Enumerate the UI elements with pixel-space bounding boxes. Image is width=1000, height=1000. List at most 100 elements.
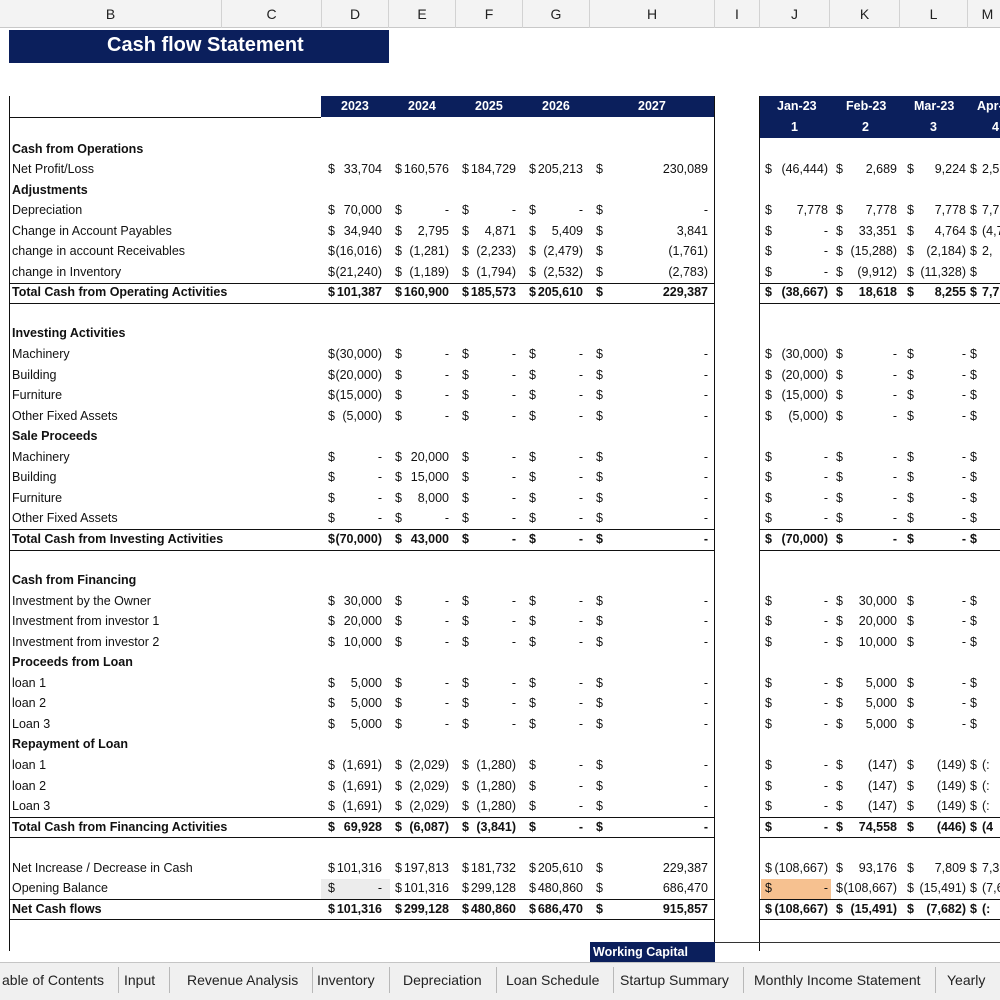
row-label[interactable]: loan 1 bbox=[12, 675, 47, 690]
annual-value-cell[interactable]: - bbox=[511, 511, 516, 526]
monthly-value-cell[interactable]: - bbox=[823, 449, 828, 464]
monthly-value-cell[interactable]: (15,000) bbox=[781, 388, 828, 403]
monthly-value-cell[interactable]: - bbox=[823, 758, 828, 772]
annual-value-2027[interactable]: 3,841 bbox=[676, 223, 708, 238]
monthly-value-cell[interactable]: - bbox=[961, 347, 966, 361]
monthly-value-cell[interactable]: - bbox=[892, 511, 897, 526]
col-header-g[interactable]: G bbox=[523, 0, 590, 28]
monthly-value-cell[interactable]: 4,764 bbox=[934, 223, 966, 238]
row-label[interactable]: Machinery bbox=[12, 449, 70, 464]
annual-value-2027[interactable]: - bbox=[703, 634, 708, 649]
monthly-value-cell[interactable]: - bbox=[961, 367, 966, 382]
monthly-value-cell[interactable]: (108,667) bbox=[774, 860, 828, 875]
annual-value-cell[interactable]: (2,532) bbox=[543, 264, 583, 279]
annual-value-cell[interactable]: - bbox=[511, 367, 516, 382]
monthly-value-cell[interactable]: - bbox=[823, 244, 828, 259]
monthly-value-cell[interactable]: (70,000) bbox=[781, 531, 828, 546]
annual-value-2027[interactable]: - bbox=[703, 778, 708, 793]
annual-value-2027[interactable]: - bbox=[703, 511, 708, 526]
row-label[interactable]: Total Cash from Financing Activities bbox=[12, 819, 228, 834]
monthly-value-cell[interactable]: - bbox=[892, 388, 897, 403]
row-label[interactable]: Total Cash from Investing Activities bbox=[12, 531, 224, 546]
row-label[interactable]: Other Fixed Assets bbox=[12, 511, 118, 526]
annual-value-cell[interactable]: 185,573 bbox=[470, 285, 516, 300]
monthly-value-cell[interactable]: - bbox=[961, 634, 966, 649]
annual-value-cell[interactable]: 43,000 bbox=[410, 531, 449, 546]
row-label[interactable]: Depreciation bbox=[12, 203, 83, 218]
annual-value-cell[interactable]: - bbox=[444, 347, 449, 361]
annual-value-2027[interactable]: 229,387 bbox=[662, 285, 708, 300]
annual-value-cell[interactable]: - bbox=[511, 388, 516, 403]
annual-value-cell[interactable]: (70,000) bbox=[335, 531, 382, 546]
annual-value-cell[interactable]: (1,794) bbox=[476, 264, 516, 279]
tab-input[interactable]: Input bbox=[110, 967, 171, 993]
monthly-value-cell[interactable]: - bbox=[961, 614, 966, 629]
annual-value-cell[interactable]: (1,691) bbox=[342, 799, 382, 814]
annual-value-cell[interactable]: (2,233) bbox=[476, 244, 516, 259]
row-label[interactable]: Net Cash flows bbox=[12, 901, 102, 916]
monthly-value-cell[interactable]: - bbox=[823, 881, 828, 896]
annual-value-cell[interactable]: (16,016) bbox=[335, 244, 382, 259]
monthly-value-cell[interactable]: 7,3 bbox=[982, 860, 1000, 875]
monthly-value-cell[interactable]: - bbox=[961, 388, 966, 403]
annual-value-cell[interactable]: - bbox=[377, 511, 382, 526]
monthly-value-cell[interactable]: - bbox=[961, 490, 966, 505]
row-label[interactable]: Other Fixed Assets bbox=[12, 408, 118, 423]
monthly-value-cell[interactable]: - bbox=[823, 490, 828, 505]
annual-value-cell[interactable]: - bbox=[578, 347, 583, 361]
annual-value-2027[interactable]: - bbox=[703, 388, 708, 403]
row-label[interactable]: Net Profit/Loss bbox=[12, 162, 94, 177]
annual-value-cell[interactable]: - bbox=[578, 634, 583, 649]
monthly-value-cell[interactable]: - bbox=[961, 408, 966, 423]
row-label[interactable]: Building bbox=[12, 367, 57, 382]
annual-value-cell[interactable]: - bbox=[444, 388, 449, 403]
annual-value-cell[interactable]: - bbox=[578, 696, 583, 711]
annual-value-2027[interactable]: - bbox=[703, 367, 708, 382]
monthly-value-cell[interactable]: (4,7 bbox=[982, 223, 1000, 238]
annual-value-cell[interactable]: (1,280) bbox=[476, 758, 516, 772]
monthly-value-cell[interactable]: 9,224 bbox=[934, 162, 966, 177]
annual-value-cell[interactable]: - bbox=[578, 819, 583, 834]
annual-value-cell[interactable]: (1,691) bbox=[342, 758, 382, 772]
annual-value-2027[interactable]: - bbox=[703, 696, 708, 711]
row-label[interactable]: Cash from Financing bbox=[12, 573, 137, 588]
annual-value-cell[interactable]: 8,000 bbox=[417, 490, 449, 505]
monthly-value-cell[interactable]: - bbox=[823, 799, 828, 814]
annual-value-cell[interactable]: 205,610 bbox=[537, 860, 583, 875]
monthly-value-cell[interactable]: 7,809 bbox=[934, 860, 966, 875]
monthly-value-cell[interactable]: (7,682) bbox=[926, 901, 966, 916]
monthly-value-cell[interactable]: 7,778 bbox=[934, 203, 966, 218]
row-label[interactable]: Building bbox=[12, 470, 57, 485]
annual-value-cell[interactable]: (5,000) bbox=[342, 408, 382, 423]
annual-value-cell[interactable]: (1,280) bbox=[476, 778, 516, 793]
row-label[interactable]: Machinery bbox=[12, 347, 70, 361]
monthly-value-cell[interactable]: - bbox=[892, 367, 897, 382]
monthly-value-cell[interactable]: - bbox=[961, 716, 966, 731]
col-header-h[interactable]: H bbox=[590, 0, 715, 28]
annual-value-cell[interactable]: - bbox=[578, 675, 583, 690]
annual-value-2027[interactable]: - bbox=[703, 758, 708, 772]
tab-inventory[interactable]: Inventory bbox=[303, 967, 390, 993]
row-label[interactable]: Net Increase / Decrease in Cash bbox=[12, 860, 193, 875]
annual-value-cell[interactable]: - bbox=[511, 470, 516, 485]
annual-value-cell[interactable]: - bbox=[511, 203, 516, 218]
annual-value-cell[interactable]: - bbox=[377, 881, 382, 896]
monthly-value-cell[interactable]: (446) bbox=[936, 819, 966, 834]
annual-value-cell[interactable]: 480,860 bbox=[537, 881, 583, 896]
annual-value-cell[interactable]: (15,000) bbox=[335, 388, 382, 403]
annual-value-cell[interactable]: (30,000) bbox=[335, 347, 382, 361]
monthly-value-cell[interactable]: (: bbox=[982, 758, 990, 772]
working-capital-header[interactable]: Working Capital bbox=[590, 942, 715, 962]
annual-value-cell[interactable]: 20,000 bbox=[410, 449, 449, 464]
annual-value-cell[interactable]: - bbox=[444, 614, 449, 629]
monthly-value-cell[interactable]: - bbox=[961, 593, 966, 608]
annual-value-cell[interactable]: - bbox=[578, 470, 583, 485]
monthly-value-cell[interactable]: (149) bbox=[936, 799, 966, 814]
monthly-value-cell[interactable]: (149) bbox=[936, 778, 966, 793]
annual-value-2027[interactable]: 686,470 bbox=[662, 881, 708, 896]
monthly-value-cell[interactable]: - bbox=[823, 696, 828, 711]
monthly-value-cell[interactable]: (30,000) bbox=[781, 347, 828, 361]
opening-balance-jan-highlight[interactable] bbox=[761, 879, 831, 899]
annual-value-2027[interactable]: - bbox=[703, 799, 708, 814]
annual-value-cell[interactable]: 160,900 bbox=[403, 285, 449, 300]
